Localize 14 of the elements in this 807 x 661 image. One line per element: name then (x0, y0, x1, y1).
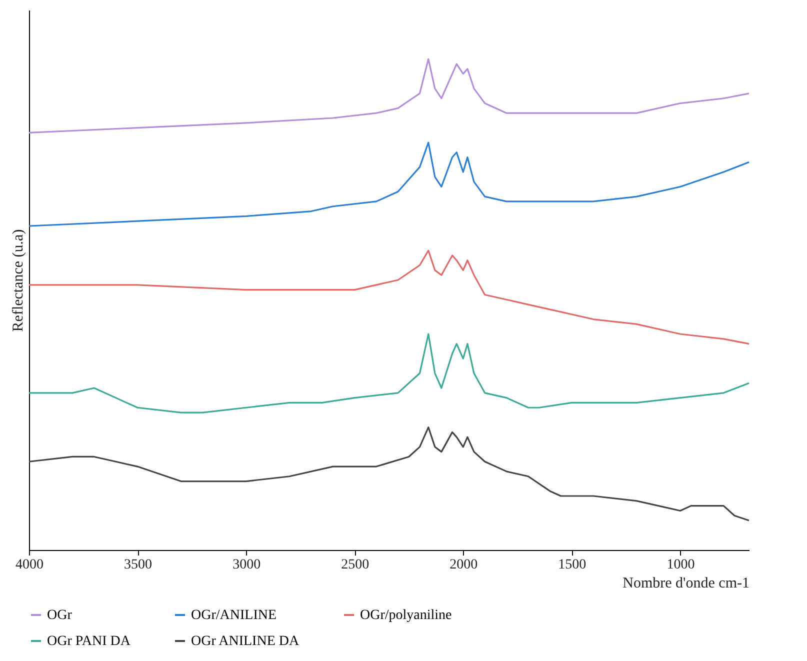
x-tick-label: 4000 (16, 558, 44, 572)
x-tick-label: 3000 (232, 558, 261, 572)
x-tick-label: 1000 (666, 558, 695, 572)
x-tick-label: 3500 (124, 558, 152, 572)
legend-label: OGr/ANILINE (191, 608, 277, 623)
x-tick-label: 1500 (558, 558, 586, 572)
x-tick-label: 2000 (450, 558, 478, 572)
legend-label: OGr ANILINE DA (191, 634, 300, 649)
x-tick-label: 2500 (341, 558, 370, 572)
legend-label: OGr (47, 608, 72, 623)
x-axis-title: Nombre d'onde cm-1 (622, 576, 750, 592)
legend-label: OGr PANI DA (47, 634, 132, 649)
y-axis-title: Reflectance (u.a) (10, 229, 26, 332)
legend-label: OGr/polyaniline (360, 608, 452, 623)
